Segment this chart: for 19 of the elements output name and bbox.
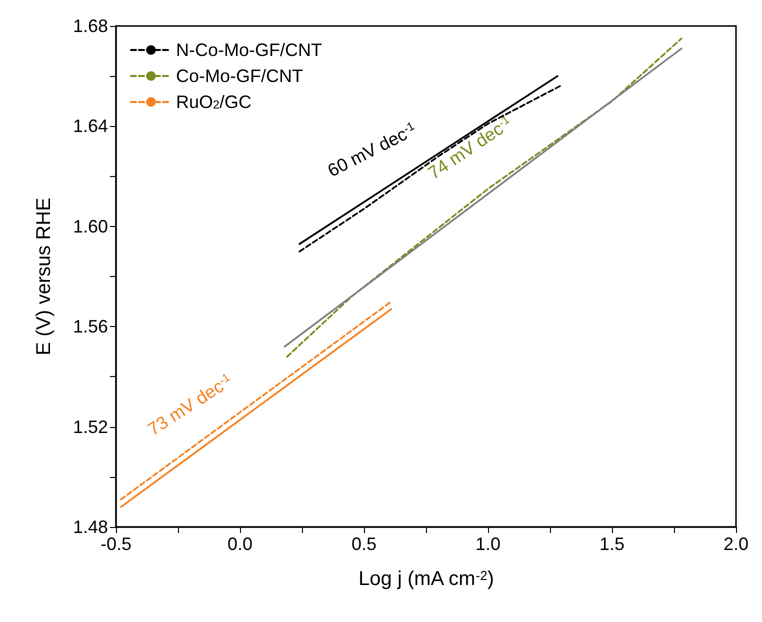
annotation: 74 mV dec-1 <box>424 113 512 184</box>
x-tick-label: 1.5 <box>599 534 625 554</box>
y-tick-label: 1.56 <box>72 316 108 337</box>
x-tick-label: 0.0 <box>227 534 253 554</box>
x-tick-label: 2.0 <box>723 534 749 554</box>
x-tick-label: 0.5 <box>351 534 377 554</box>
y-tick-label: 1.52 <box>72 416 108 437</box>
y-tick-label: 1.68 <box>72 16 108 36</box>
annotation: 73 mV dec-1 <box>144 370 232 440</box>
y-tick-label: 1.48 <box>72 517 108 537</box>
y-axis-title: E (V) versus RHE <box>33 198 55 356</box>
legend-label: RuO2/GC <box>176 92 252 112</box>
y-tick-label: 1.60 <box>72 216 108 236</box>
x-tick-label: 1.0 <box>475 534 501 554</box>
legend-label: Co-Mo-GF/CNT <box>176 66 303 86</box>
annotation: 60 mV dec-1 <box>324 120 417 181</box>
y-tick-label: 1.64 <box>72 116 108 136</box>
x-tick-label: -0.5 <box>100 534 132 554</box>
legend-label: N-Co-Mo-GF/CNT <box>176 40 322 60</box>
